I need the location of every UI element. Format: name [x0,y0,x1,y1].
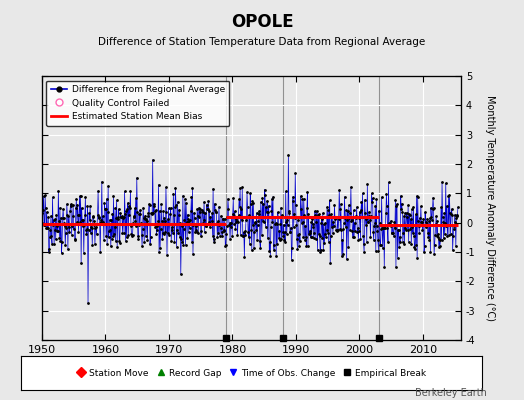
Text: Berkeley Earth: Berkeley Earth [416,388,487,398]
Y-axis label: Monthly Temperature Anomaly Difference (°C): Monthly Temperature Anomaly Difference (… [485,95,495,321]
Text: OPOLE: OPOLE [231,13,293,31]
Legend: Station Move, Record Gap, Time of Obs. Change, Empirical Break: Station Move, Record Gap, Time of Obs. C… [73,365,430,381]
Legend: Difference from Regional Average, Quality Control Failed, Estimated Station Mean: Difference from Regional Average, Qualit… [47,80,230,126]
Text: Difference of Station Temperature Data from Regional Average: Difference of Station Temperature Data f… [99,37,425,47]
